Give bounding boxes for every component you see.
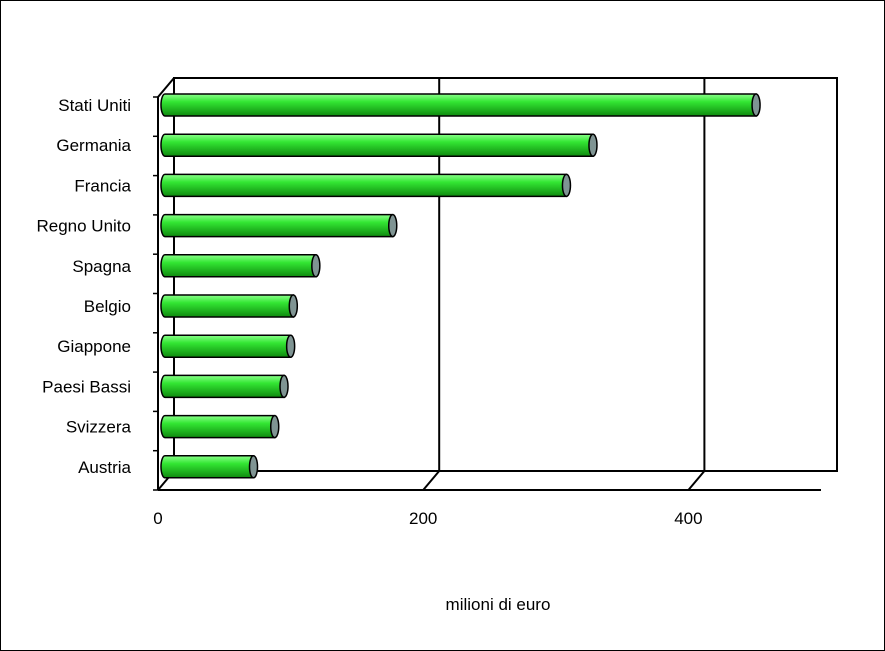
category-label: Stati Uniti	[58, 96, 131, 115]
category-label: Belgio	[84, 297, 131, 316]
bar-body	[160, 374, 285, 399]
bars	[160, 93, 761, 479]
bar-end-cap	[279, 374, 289, 399]
category-label: Paesi Bassi	[42, 377, 131, 396]
bar-end-cap	[285, 334, 296, 358]
bar	[160, 294, 299, 318]
bar	[160, 414, 280, 439]
x-tick-label: 200	[409, 509, 437, 528]
bar	[160, 254, 321, 278]
bar-end-cap	[561, 173, 572, 198]
bar	[160, 173, 572, 198]
bar-body	[160, 334, 292, 358]
category-label: Francia	[74, 176, 131, 195]
gridline-floor	[422, 470, 440, 491]
bar-end-cap	[387, 213, 398, 238]
bar	[160, 93, 761, 117]
bar-body	[160, 213, 394, 238]
x-tick-label: 0	[153, 509, 162, 528]
bar-end-cap	[288, 294, 299, 318]
bar-body	[160, 455, 255, 479]
x-tick-labels: 0 200 400	[153, 509, 702, 528]
bar	[160, 133, 598, 157]
x-axis-title: milioni di euro	[446, 595, 551, 614]
bar	[160, 455, 259, 479]
bar-body	[160, 173, 568, 198]
category-label: Spagna	[72, 257, 131, 276]
category-label: Svizzera	[66, 418, 132, 437]
bar-body	[160, 414, 276, 439]
bar-end-cap	[311, 254, 321, 278]
gridline-floor	[687, 470, 706, 491]
bar-body	[160, 93, 757, 117]
x-tick-label: 400	[674, 509, 702, 528]
bar	[160, 374, 289, 399]
bar-end-cap	[269, 414, 280, 439]
bar-body	[160, 254, 317, 278]
bar-end-cap	[248, 455, 259, 479]
bar-end-cap	[751, 93, 761, 117]
category-labels: Stati Uniti Germania Francia Regno Unito Spa…	[36, 96, 131, 477]
bar-body	[160, 294, 295, 318]
bar	[160, 213, 398, 238]
depth-edge-top	[157, 77, 175, 98]
bar-body	[160, 133, 594, 157]
bar-end-cap	[588, 133, 598, 157]
category-label: Giappone	[57, 337, 131, 356]
category-label: Regno Unito	[36, 217, 131, 236]
bar	[160, 334, 296, 358]
category-label: Germania	[56, 136, 131, 155]
category-label: Austria	[78, 458, 131, 477]
